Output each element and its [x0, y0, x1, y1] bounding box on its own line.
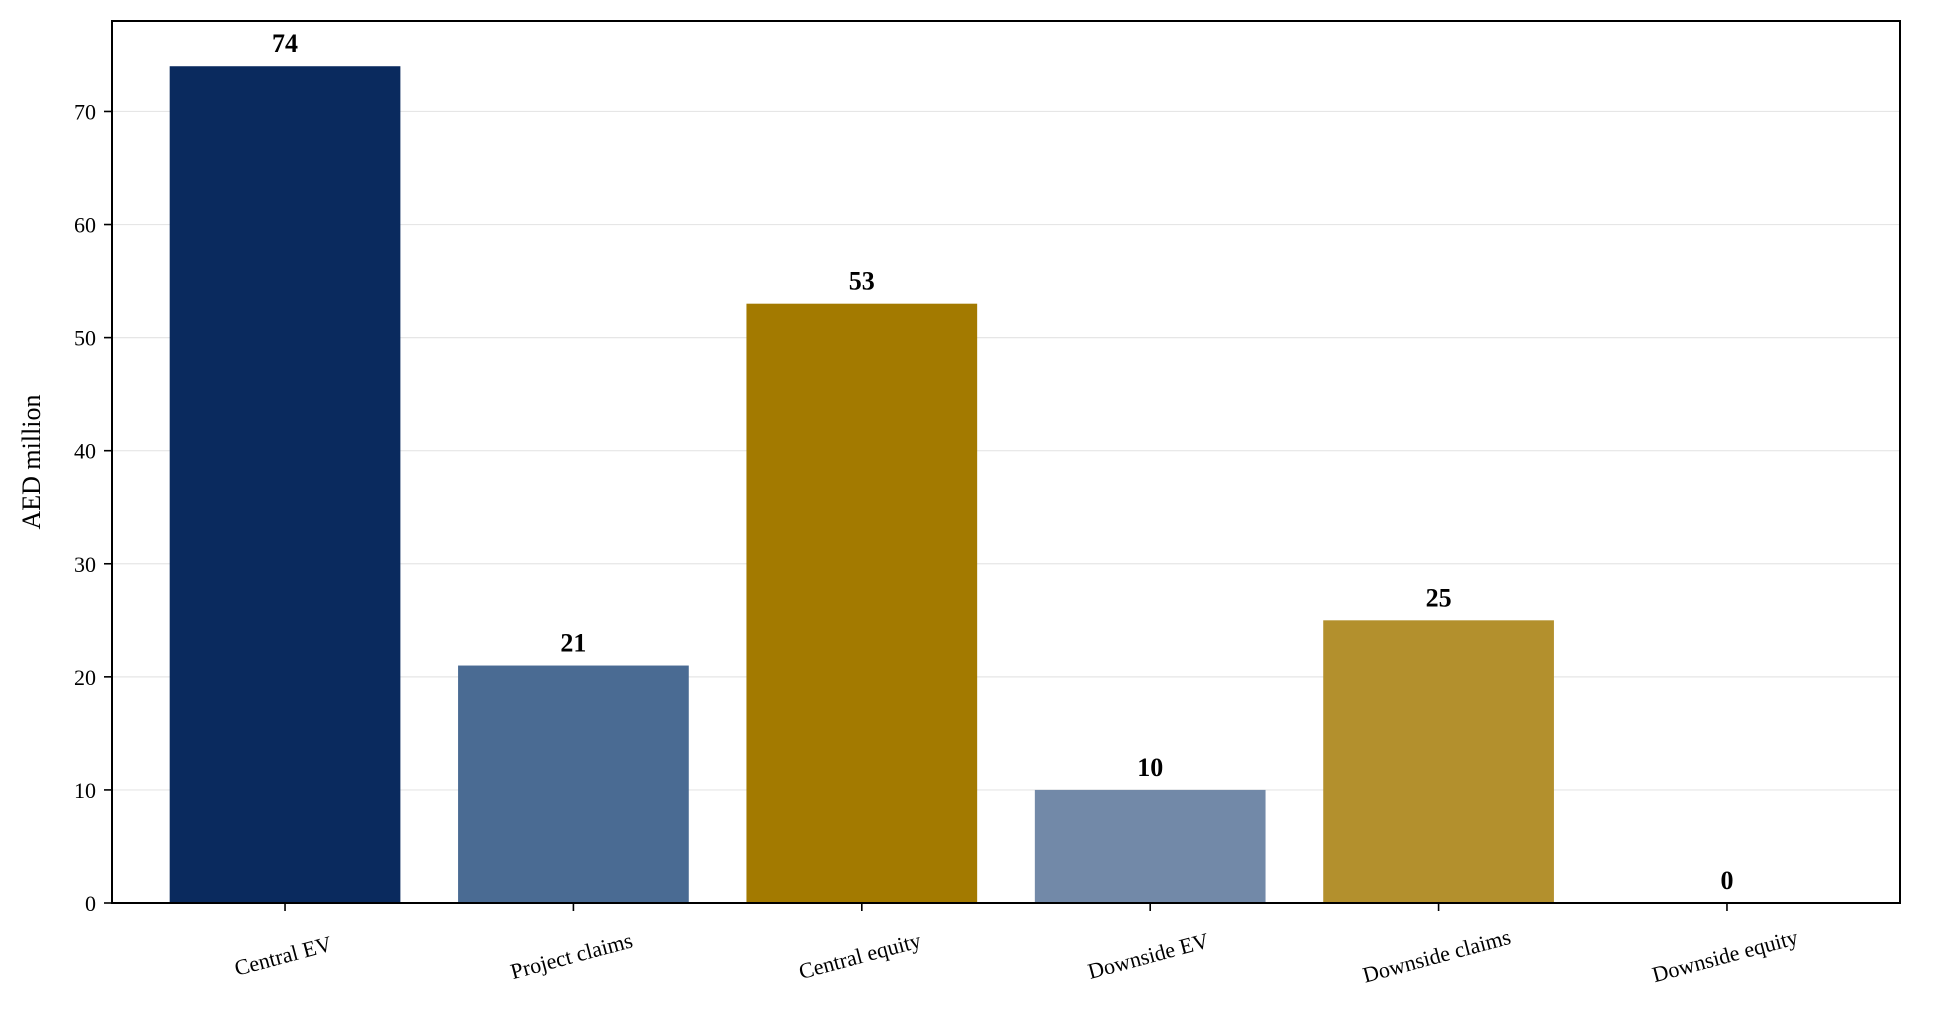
x-tick-label-2: Central equity — [796, 927, 923, 984]
data-label-4: 25 — [1426, 583, 1452, 612]
bar-0 — [169, 66, 401, 903]
y-tick-label-10: 10 — [74, 778, 96, 803]
bar-4 — [1323, 620, 1554, 903]
bar-3 — [1034, 789, 1266, 903]
plot-frame — [111, 20, 1901, 904]
y-tick-label-70: 70 — [74, 99, 96, 124]
gridlines — [112, 110, 1900, 791]
bar-1 — [458, 665, 689, 903]
x-tick-label-4: Downside claims — [1360, 924, 1513, 988]
y-axis-title: AED million — [17, 394, 46, 529]
data-label-2: 53 — [849, 267, 875, 296]
y-axis-ticks: 0 10 20 30 40 50 60 70 — [74, 99, 112, 916]
x-tick-label-1: Project claims — [508, 927, 635, 984]
data-label-5: 0 — [1720, 866, 1733, 895]
x-tick-label-3: Downside EV — [1085, 928, 1211, 984]
data-label-3: 10 — [1137, 753, 1163, 782]
y-tick-label-60: 60 — [74, 213, 96, 238]
data-label-1: 21 — [560, 629, 586, 658]
data-labels: 74 21 53 10 25 0 — [272, 29, 1733, 895]
x-tick-label-0: Central EV — [232, 931, 335, 981]
y-tick-label-30: 30 — [74, 552, 96, 577]
data-label-0: 74 — [272, 29, 298, 58]
y-tick-label-50: 50 — [74, 326, 96, 351]
x-axis-ticks: Central EV Project claims Central equity Do… — [232, 903, 1801, 988]
x-tick-label-5: Downside equity — [1649, 924, 1800, 987]
y-tick-label-40: 40 — [74, 439, 96, 464]
bar-2 — [746, 303, 978, 903]
y-tick-label-0: 0 — [85, 891, 96, 916]
bars — [169, 66, 1554, 903]
y-tick-label-20: 20 — [74, 665, 96, 690]
